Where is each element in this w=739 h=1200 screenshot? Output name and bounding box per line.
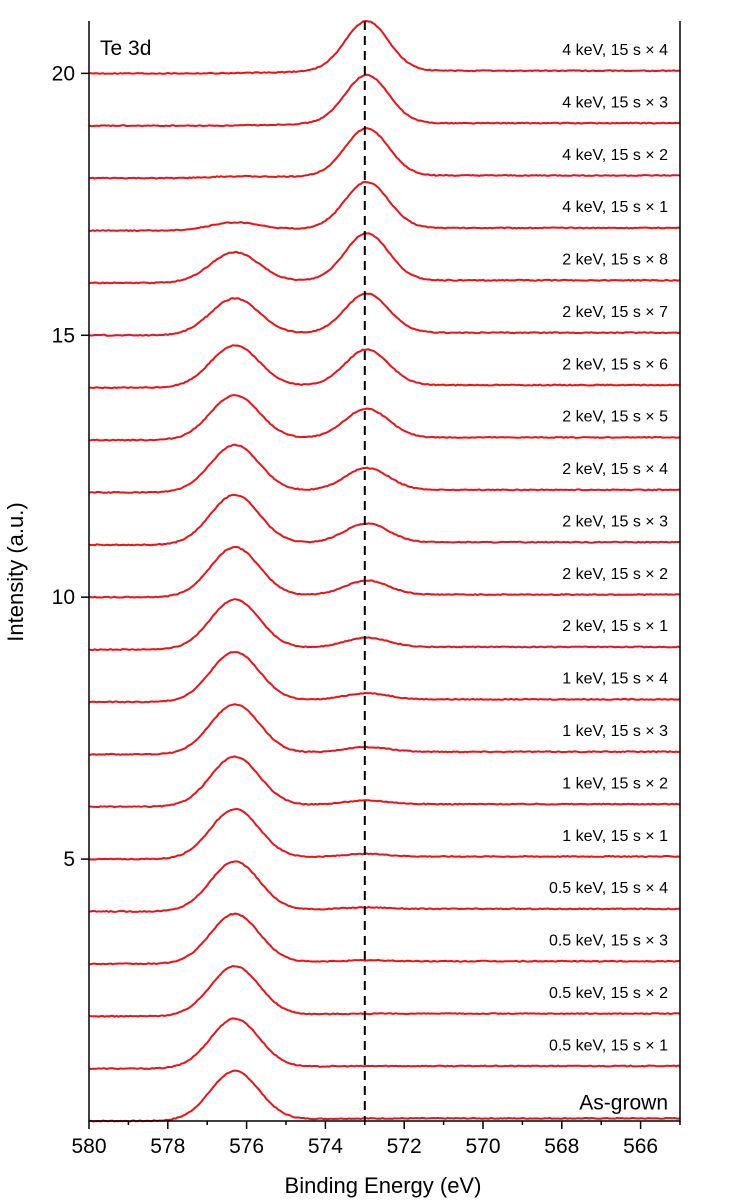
series-labels-group: As-grown 0.5 keV, 15 s × 1 0.5 keV, 15 s ×… (549, 42, 668, 1114)
spectrum-line (88, 755, 681, 809)
spectrum-line (88, 232, 681, 285)
spectrum-line (88, 20, 681, 75)
spectrum-line (88, 180, 681, 232)
x-tick-label: 570 (465, 1135, 500, 1158)
axis-frame (88, 21, 681, 1122)
x-axis-ticks: 580 578 576 574 572 570 568 566 (71, 1121, 681, 1158)
spectrum-line (89, 344, 680, 390)
series-label: 0.5 keV, 15 s × 2 (549, 985, 668, 1002)
y-axis-title: Intensity (a.u.) (3, 502, 28, 641)
spectrum-line (88, 292, 681, 337)
x-tick-label: 580 (71, 1135, 106, 1158)
spectrum-line (88, 651, 681, 704)
series-label: 4 keV, 15 s × 2 (562, 147, 668, 164)
spectrum-line (88, 965, 681, 1018)
spectrum-line (88, 598, 681, 651)
series-label: As-grown (579, 1091, 668, 1114)
series-label: 2 keV, 15 s × 2 (562, 566, 668, 583)
series-label: 1 keV, 15 s × 2 (562, 775, 668, 792)
x-tick-label: 578 (150, 1135, 185, 1158)
x-tick-label: 568 (544, 1135, 579, 1158)
x-tick-label: 574 (308, 1135, 343, 1158)
spectrum-line (88, 703, 681, 756)
y-tick-label: 5 (63, 848, 75, 871)
series-label: 2 keV, 15 s × 1 (562, 618, 668, 635)
series-label: 1 keV, 15 s × 3 (562, 723, 668, 740)
y-tick-label: 10 (52, 586, 75, 609)
series-label: 2 keV, 15 s × 5 (562, 409, 668, 426)
series-label: 2 keV, 15 s × 8 (562, 252, 668, 269)
y-tick-label: 15 (52, 324, 75, 347)
x-tick-label: 576 (229, 1135, 264, 1158)
spectra-group (88, 20, 681, 1123)
spectrum-line (88, 73, 681, 128)
series-label: 2 keV, 15 s × 3 (562, 513, 668, 530)
series-label: 1 keV, 15 s × 1 (562, 828, 668, 845)
spectrum-line (88, 1069, 681, 1123)
spectrum-line (88, 493, 681, 547)
panel-label: Te 3d (100, 37, 151, 60)
series-label: 2 keV, 15 s × 7 (562, 304, 668, 321)
series-label: 2 keV, 15 s × 6 (562, 356, 668, 373)
spectrum-line (88, 807, 681, 861)
spectrum-line (88, 546, 681, 599)
spectrum-line (88, 912, 681, 966)
x-tick-label: 572 (387, 1135, 422, 1158)
x-axis-title: Binding Energy (eV) (285, 1173, 482, 1198)
spectrum-line (88, 394, 681, 442)
series-label: 0.5 keV, 15 s × 1 (549, 1037, 668, 1054)
spectrum-line (88, 127, 681, 180)
spectrum-line (88, 860, 681, 913)
series-label: 1 keV, 15 s × 4 (562, 671, 668, 688)
spectrum-line (88, 443, 681, 494)
series-label: 2 keV, 15 s × 4 (562, 461, 668, 478)
series-label: 0.5 keV, 15 s × 4 (549, 880, 668, 897)
y-tick-label: 20 (52, 62, 75, 85)
spectrum-line (88, 1017, 681, 1070)
series-label: 4 keV, 15 s × 3 (562, 94, 668, 111)
x-tick-label: 566 (623, 1135, 658, 1158)
series-label: 4 keV, 15 s × 1 (562, 199, 668, 216)
series-label: 0.5 keV, 15 s × 3 (549, 933, 668, 950)
series-label: 4 keV, 15 s × 4 (562, 42, 668, 59)
y-axis-ticks: 5 10 15 20 (52, 62, 89, 871)
